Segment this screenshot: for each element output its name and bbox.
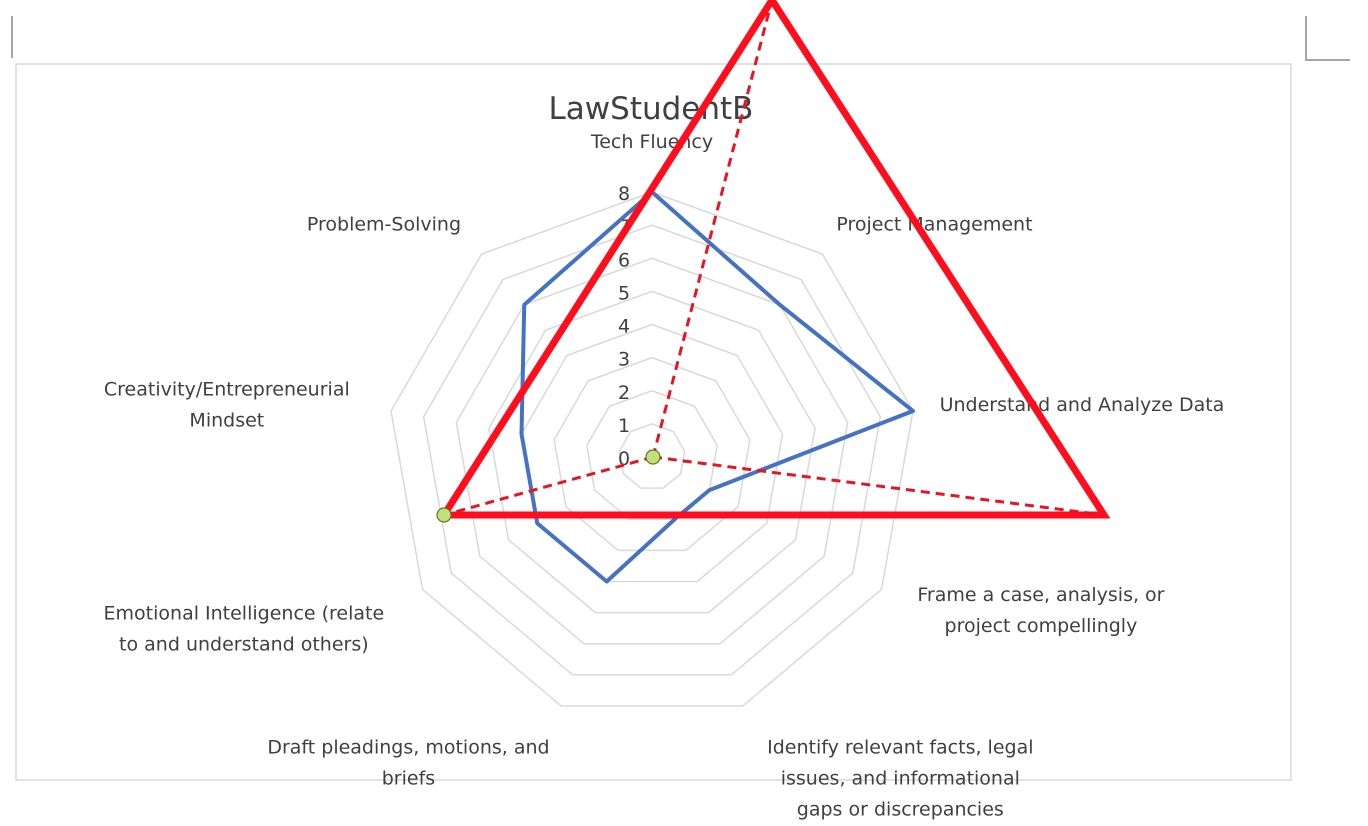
tick-label: 8 bbox=[618, 183, 630, 205]
radar-category-labels: Tech Fluency Project Management Understand… bbox=[104, 131, 1225, 821]
annotation-dashed-line bbox=[443, 455, 654, 517]
grid-ring bbox=[422, 224, 882, 676]
tick-label: 2 bbox=[618, 382, 630, 404]
radar-grid bbox=[390, 191, 914, 707]
tick-label: 3 bbox=[618, 349, 630, 371]
grid-ring bbox=[488, 290, 816, 614]
grid-ring bbox=[618, 423, 686, 489]
annotation-dashed-line bbox=[651, 0, 774, 458]
category-label: Identify relevant facts, legal issues, an… bbox=[767, 737, 1033, 821]
tick-label: 1 bbox=[618, 415, 630, 437]
tick-label: 4 bbox=[618, 316, 630, 338]
annotation-marker[interactable] bbox=[436, 507, 452, 523]
annotation-marker[interactable] bbox=[645, 449, 661, 465]
annotation-dashed-line bbox=[652, 455, 1105, 517]
grid-ring bbox=[520, 323, 784, 583]
category-label: Tech Fluency bbox=[590, 131, 713, 153]
radar-series bbox=[519, 190, 915, 584]
chart-title: LawStudentB bbox=[549, 91, 754, 127]
category-label: Frame a case, analysis, or project compel… bbox=[917, 584, 1164, 637]
category-label: Understand and Analyze Data bbox=[940, 394, 1225, 416]
annotation-triangle[interactable] bbox=[437, 0, 1111, 519]
annotation-overlay bbox=[436, 0, 1111, 523]
grid-ring bbox=[390, 191, 914, 707]
series-line[interactable] bbox=[519, 190, 915, 584]
tick-label: 5 bbox=[618, 282, 630, 304]
page-corner-mark-right bbox=[1305, 16, 1350, 61]
category-label: Draft pleadings, motions, and briefs bbox=[267, 737, 549, 790]
category-label: Project Management bbox=[836, 213, 1032, 235]
category-label: Emotional Intelligence (relate to and und… bbox=[104, 603, 385, 656]
category-label: Problem-Solving bbox=[307, 213, 461, 235]
grid-ring bbox=[455, 257, 849, 645]
grid-ring bbox=[585, 389, 719, 521]
grid-ring bbox=[553, 356, 751, 552]
tick-label: 6 bbox=[618, 249, 630, 271]
category-label: Creativity/Entrepreneurial Mindset bbox=[104, 379, 350, 432]
